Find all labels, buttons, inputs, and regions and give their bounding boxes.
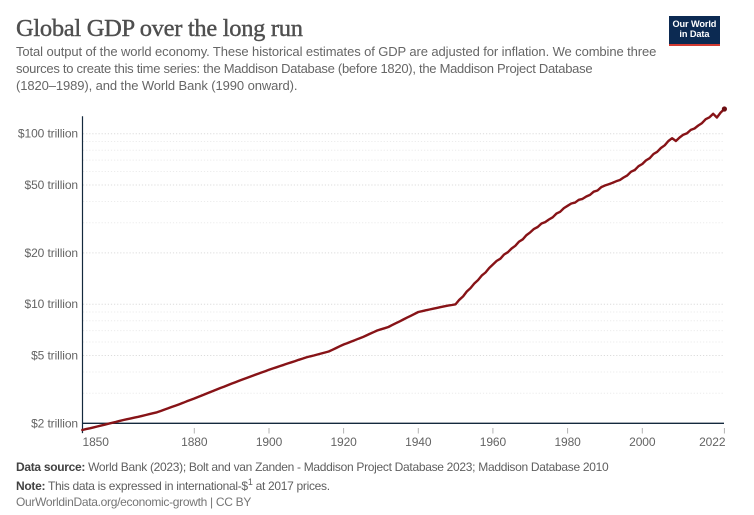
svg-text:1920: 1920 [330,435,357,449]
svg-text:2022: 2022 [699,435,726,449]
svg-text:1850: 1850 [83,435,110,449]
svg-text:1980: 1980 [554,435,581,449]
svg-text:$50 trillion: $50 trillion [25,178,79,192]
svg-text:1880: 1880 [181,435,208,449]
svg-text:$10 trillion: $10 trillion [25,297,79,311]
svg-text:$20 trillion: $20 trillion [25,246,79,260]
svg-text:1940: 1940 [405,435,432,449]
svg-text:1900: 1900 [256,435,283,449]
svg-text:1960: 1960 [480,435,507,449]
svg-text:$2 trillion: $2 trillion [31,416,78,430]
svg-text:$5 trillion: $5 trillion [31,349,78,363]
svg-text:$100 trillion: $100 trillion [18,127,78,141]
svg-text:2000: 2000 [629,435,656,449]
